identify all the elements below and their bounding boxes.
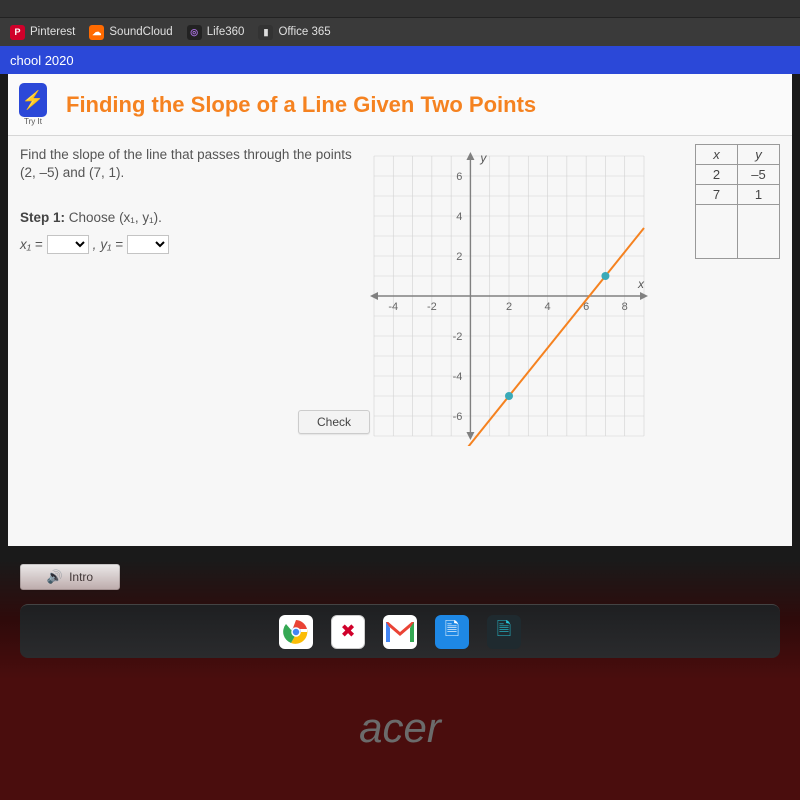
table-col-x: x [696,145,738,165]
prompt-line1: Find the slope of the line that passes t… [20,147,352,162]
bookmark-label: SoundCloud [109,26,172,38]
step-label: Step 1: [20,210,65,225]
svg-text:2: 2 [456,251,462,263]
pinterest-icon: P [10,25,25,40]
x1-select[interactable] [47,235,89,254]
bookmark-pinterest[interactable]: P Pinterest [10,25,75,40]
check-button[interactable]: Check [298,410,370,434]
taskbar: ✖ 🗎 🗎 [20,604,780,658]
svg-text:8: 8 [622,301,628,313]
y1-label: y₁ = [100,237,123,252]
desktop-area: ✖ 🗎 🗎 acer [0,560,800,800]
bookmark-soundcloud[interactable]: ☁ SoundCloud [89,25,172,40]
comma: , [93,237,97,252]
svg-text:y: y [479,151,487,165]
bookmark-label: Pinterest [30,26,75,38]
try-it-badge[interactable]: ⚡ Try It [16,81,50,129]
office365-icon: ▮ [258,25,273,40]
x1-label: x₁ = [20,237,43,252]
svg-text:-2: -2 [427,301,437,313]
try-it-label: Try It [24,117,42,126]
svg-text:-2: -2 [453,331,463,343]
svg-text:6: 6 [456,171,462,183]
svg-text:4: 4 [456,211,462,223]
svg-text:-4: -4 [388,301,398,313]
browser-chrome [0,0,800,18]
table-row: 2 –5 [696,165,780,185]
bookmarks-bar: P Pinterest ☁ SoundCloud ◎ Life360 ▮ Off… [0,18,800,46]
bolt-icon: ⚡ [19,83,47,117]
lesson-header: ⚡ Try It Finding the Slope of a Line Giv… [8,74,792,136]
files-icon[interactable]: 🗎 [435,615,469,649]
docs-icon[interactable]: 🗎 [487,615,521,649]
table-spacer [696,205,780,259]
lesson-content: Find the slope of the line that passes t… [8,136,792,456]
bookmark-office365[interactable]: ▮ Office 365 [258,25,330,40]
laptop-brand-logo: acer [359,704,441,752]
svg-text:-6: -6 [453,411,463,423]
lesson-footer: 🔊 Intro [8,456,792,546]
bookmark-life360[interactable]: ◎ Life360 [187,25,245,40]
chart-svg: -4-22468-6-4-2246xy [364,146,654,446]
page-header-text: chool 2020 [10,53,74,68]
prompt-column: Find the slope of the line that passes t… [20,146,356,446]
svg-text:x: x [637,277,645,291]
y1-select[interactable] [127,235,169,254]
prompt-line2: (2, –5) and (7, 1). [20,165,124,180]
lesson-title: Finding the Slope of a Line Given Two Po… [66,92,536,118]
soundcloud-icon: ☁ [89,25,104,40]
coordinate-chart: -4-22468-6-4-2246xy [364,146,654,446]
check-label: Check [317,415,351,429]
app-frame: ⚡ Try It Finding the Slope of a Line Giv… [8,74,792,546]
life360-icon: ◎ [187,25,202,40]
svg-text:-4: -4 [453,371,463,383]
table-row: 7 1 [696,185,780,205]
table-col-y: y [738,145,780,165]
chrome-icon[interactable] [279,615,313,649]
svg-text:2: 2 [506,301,512,313]
xy-table: x y 2 –5 7 1 [695,144,780,259]
step-1: Step 1: Choose (x₁, y₁). [20,210,356,225]
svg-text:4: 4 [545,301,551,313]
bookmark-label: Life360 [207,26,245,38]
app-icon-1[interactable]: ✖ [331,615,365,649]
input-row: x₁ = , y₁ = [20,235,356,254]
bookmark-label: Office 365 [278,26,330,38]
gmail-icon[interactable] [383,615,417,649]
step-text: Choose (x₁, y₁). [69,210,162,225]
question-prompt: Find the slope of the line that passes t… [20,146,356,182]
page-header-bar: chool 2020 [0,46,800,74]
